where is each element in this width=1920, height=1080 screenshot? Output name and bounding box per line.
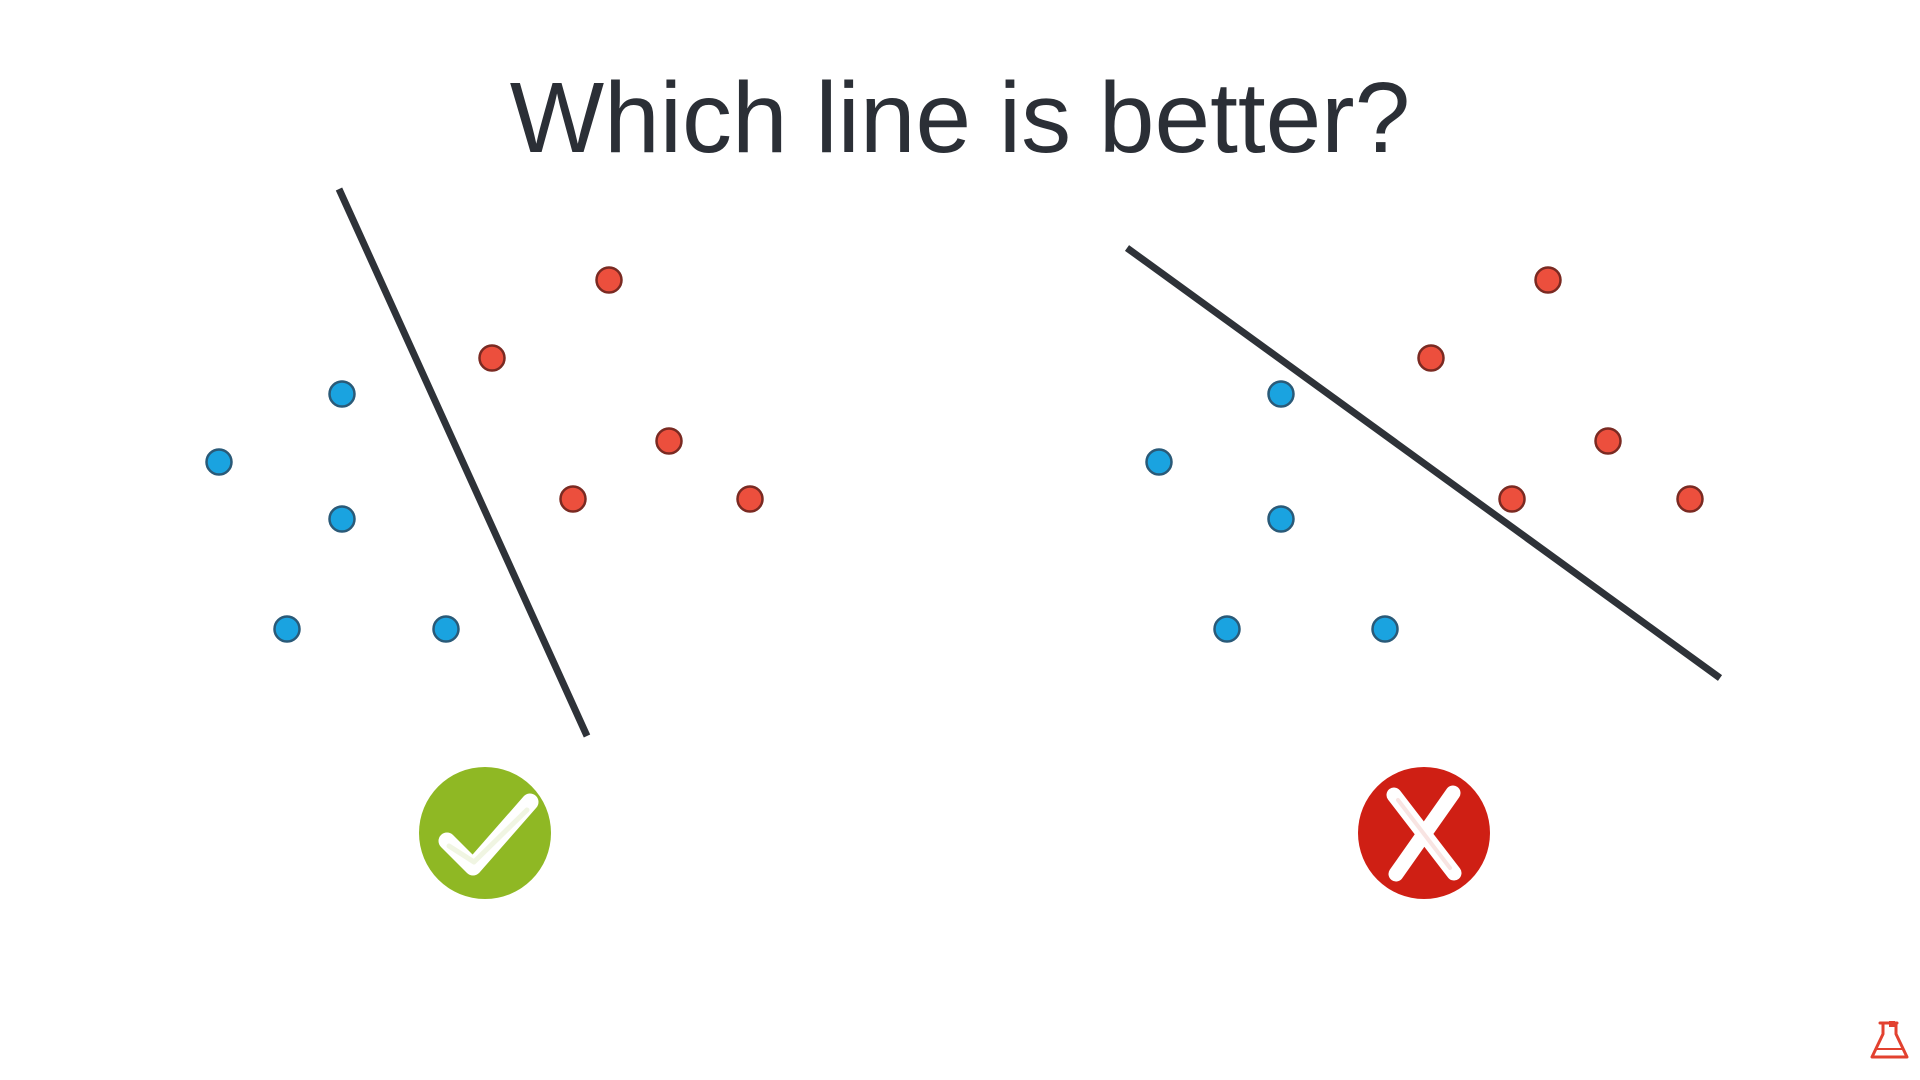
red-point (478, 344, 506, 372)
blue-point (328, 380, 356, 408)
red-point (1594, 427, 1622, 455)
red-point (1676, 485, 1704, 513)
blue-point (205, 448, 233, 476)
separator-line-bad (1124, 245, 1723, 681)
checkmark-badge (419, 767, 551, 899)
red-point (1498, 485, 1526, 513)
blue-point (1267, 505, 1295, 533)
flask-icon (1870, 1021, 1909, 1059)
blue-point (432, 615, 460, 643)
blue-point (273, 615, 301, 643)
blue-point (1145, 448, 1173, 476)
checkmark-icon (438, 793, 539, 876)
x-mark-icon (1386, 785, 1462, 882)
slide-title: Which line is better? (509, 62, 1411, 174)
red-point (595, 266, 623, 294)
red-point (559, 485, 587, 513)
left-panel (205, 187, 764, 899)
right-panel (1124, 245, 1723, 899)
red-point (736, 485, 764, 513)
blue-point (1267, 380, 1295, 408)
x-mark-badge (1358, 767, 1490, 899)
red-point (1417, 344, 1445, 372)
separator-line-good (335, 187, 591, 738)
blue-point (1371, 615, 1399, 643)
red-point (1534, 266, 1562, 294)
blue-point (328, 505, 356, 533)
blue-point (1213, 615, 1241, 643)
red-point (655, 427, 683, 455)
